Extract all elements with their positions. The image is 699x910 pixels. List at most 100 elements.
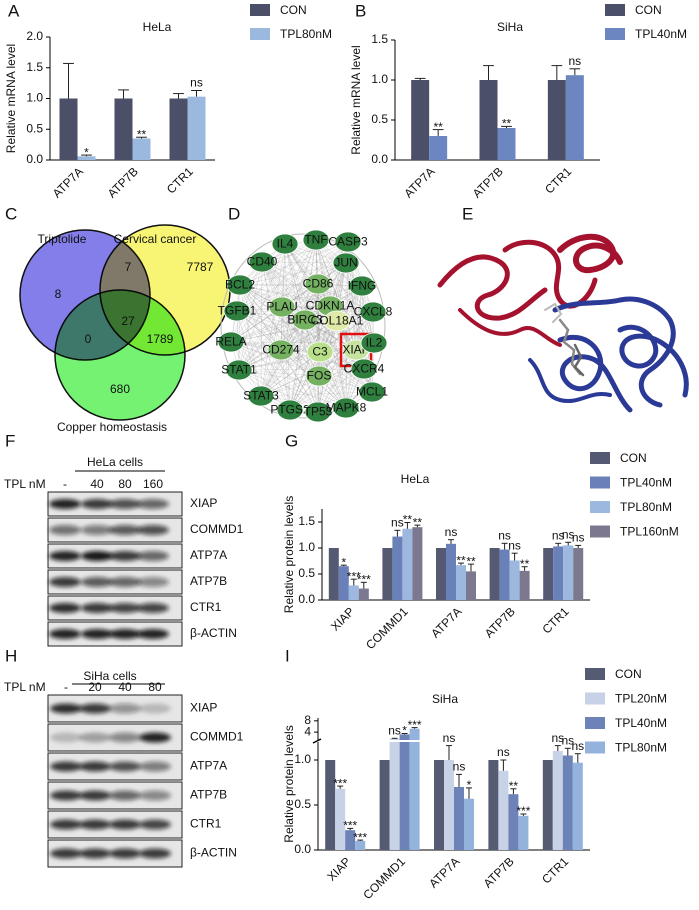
y-axis-label: Relative mRNA level — [4, 44, 18, 153]
blot-band — [81, 551, 113, 561]
network-edge — [317, 283, 321, 353]
network-edge — [284, 243, 374, 313]
blot-band — [137, 499, 169, 509]
legend-swatch — [605, 4, 625, 16]
network-ring — [220, 233, 386, 419]
blot-band — [50, 732, 82, 743]
network-node — [267, 339, 295, 361]
x-tick-label: XIAP — [324, 854, 353, 883]
network-node-label: IL2 — [366, 336, 383, 350]
network-edge — [238, 283, 319, 371]
bar — [436, 548, 446, 600]
network-edge — [261, 261, 291, 411]
blot-band — [139, 703, 171, 714]
network-edge — [280, 239, 317, 351]
network-edge — [261, 261, 331, 307]
y-tick-label: 1.0 — [371, 72, 388, 86]
legend-label: TPL40nM — [620, 476, 672, 490]
blot-row-label: COMMD1 — [190, 730, 244, 744]
network-edge — [281, 243, 286, 308]
y-tick-label: 1.5 — [298, 514, 315, 528]
network-edge — [260, 351, 321, 397]
network-edge — [261, 261, 306, 321]
significance: ** — [433, 120, 443, 134]
legend-label: TPL80nM — [280, 27, 332, 41]
axis-gap — [388, 740, 401, 742]
significance: ** — [413, 515, 423, 529]
bar — [409, 728, 420, 850]
y-tick-label: 1.0 — [26, 91, 43, 105]
network-edge — [238, 261, 263, 371]
venn-set-label: Cervical cancer — [114, 232, 197, 246]
legend-swatch — [590, 476, 610, 489]
blot-row-label: ATP7A — [190, 759, 227, 773]
blot-band — [79, 732, 111, 743]
blot-band — [50, 703, 82, 714]
significance: *** — [343, 819, 357, 833]
significance: ns — [497, 745, 510, 759]
bar — [328, 548, 339, 600]
blot-band — [139, 761, 171, 772]
y-axis-label: Relative mRNA level — [349, 45, 363, 154]
significance: *** — [516, 804, 530, 818]
network-node-label: PLAU — [266, 300, 297, 314]
network-edge — [230, 320, 338, 343]
network-node — [225, 359, 253, 381]
network-edge — [355, 285, 363, 351]
network-node — [304, 401, 332, 423]
lane-label: 80 — [118, 477, 132, 491]
network-edge — [289, 262, 347, 411]
network-node-label: MAPK8 — [326, 401, 367, 415]
blot-band — [79, 848, 111, 859]
network-edge — [238, 369, 347, 409]
axis-gap — [398, 740, 411, 742]
blot-row-label: β-ACTIN — [190, 846, 237, 860]
y-tick-label: 4 — [304, 724, 311, 738]
network-edge — [284, 243, 291, 411]
bar — [509, 560, 520, 600]
blot-band — [109, 551, 141, 561]
bar — [563, 545, 574, 600]
blot-band — [79, 790, 111, 801]
bar — [543, 548, 554, 600]
network-node-label: TGFB1 — [218, 304, 257, 318]
network-node — [306, 341, 334, 363]
network-node — [248, 251, 276, 273]
blot-band — [49, 629, 81, 639]
network-edge — [284, 243, 363, 287]
network-node-label: CXCL8 — [354, 305, 393, 319]
lane-label: 40 — [118, 680, 132, 694]
blot-band — [50, 848, 82, 859]
significance: ns — [453, 760, 466, 774]
legend-label: CON — [635, 3, 662, 17]
significance: ns — [571, 739, 584, 753]
legend-swatch — [250, 28, 270, 40]
y-tick-label: 1.5 — [26, 60, 43, 74]
network-edge — [315, 239, 321, 353]
network-edge — [289, 319, 306, 411]
network-edge — [261, 261, 347, 409]
bar — [489, 548, 500, 600]
network-edge — [260, 285, 363, 397]
network-edge — [289, 283, 319, 411]
bar — [392, 536, 403, 600]
network-edge — [315, 239, 374, 313]
panel-label: H — [5, 646, 17, 665]
bar — [345, 830, 356, 850]
network-edge — [238, 369, 373, 393]
venn-count: 0 — [85, 332, 92, 346]
network-node-label: MCL1 — [356, 385, 388, 399]
network-edge — [236, 285, 363, 312]
bar — [553, 546, 564, 600]
panel-label: D — [228, 204, 240, 223]
network-edge — [230, 341, 291, 411]
significance: ns — [568, 54, 581, 68]
bar — [518, 815, 529, 850]
network-edge — [261, 261, 347, 264]
network-edge — [230, 261, 263, 343]
legend-swatch — [585, 668, 605, 680]
blot-band — [81, 499, 113, 509]
blot-band — [109, 525, 141, 535]
blot-title: SiHa cells — [83, 669, 136, 683]
bar — [402, 528, 413, 600]
